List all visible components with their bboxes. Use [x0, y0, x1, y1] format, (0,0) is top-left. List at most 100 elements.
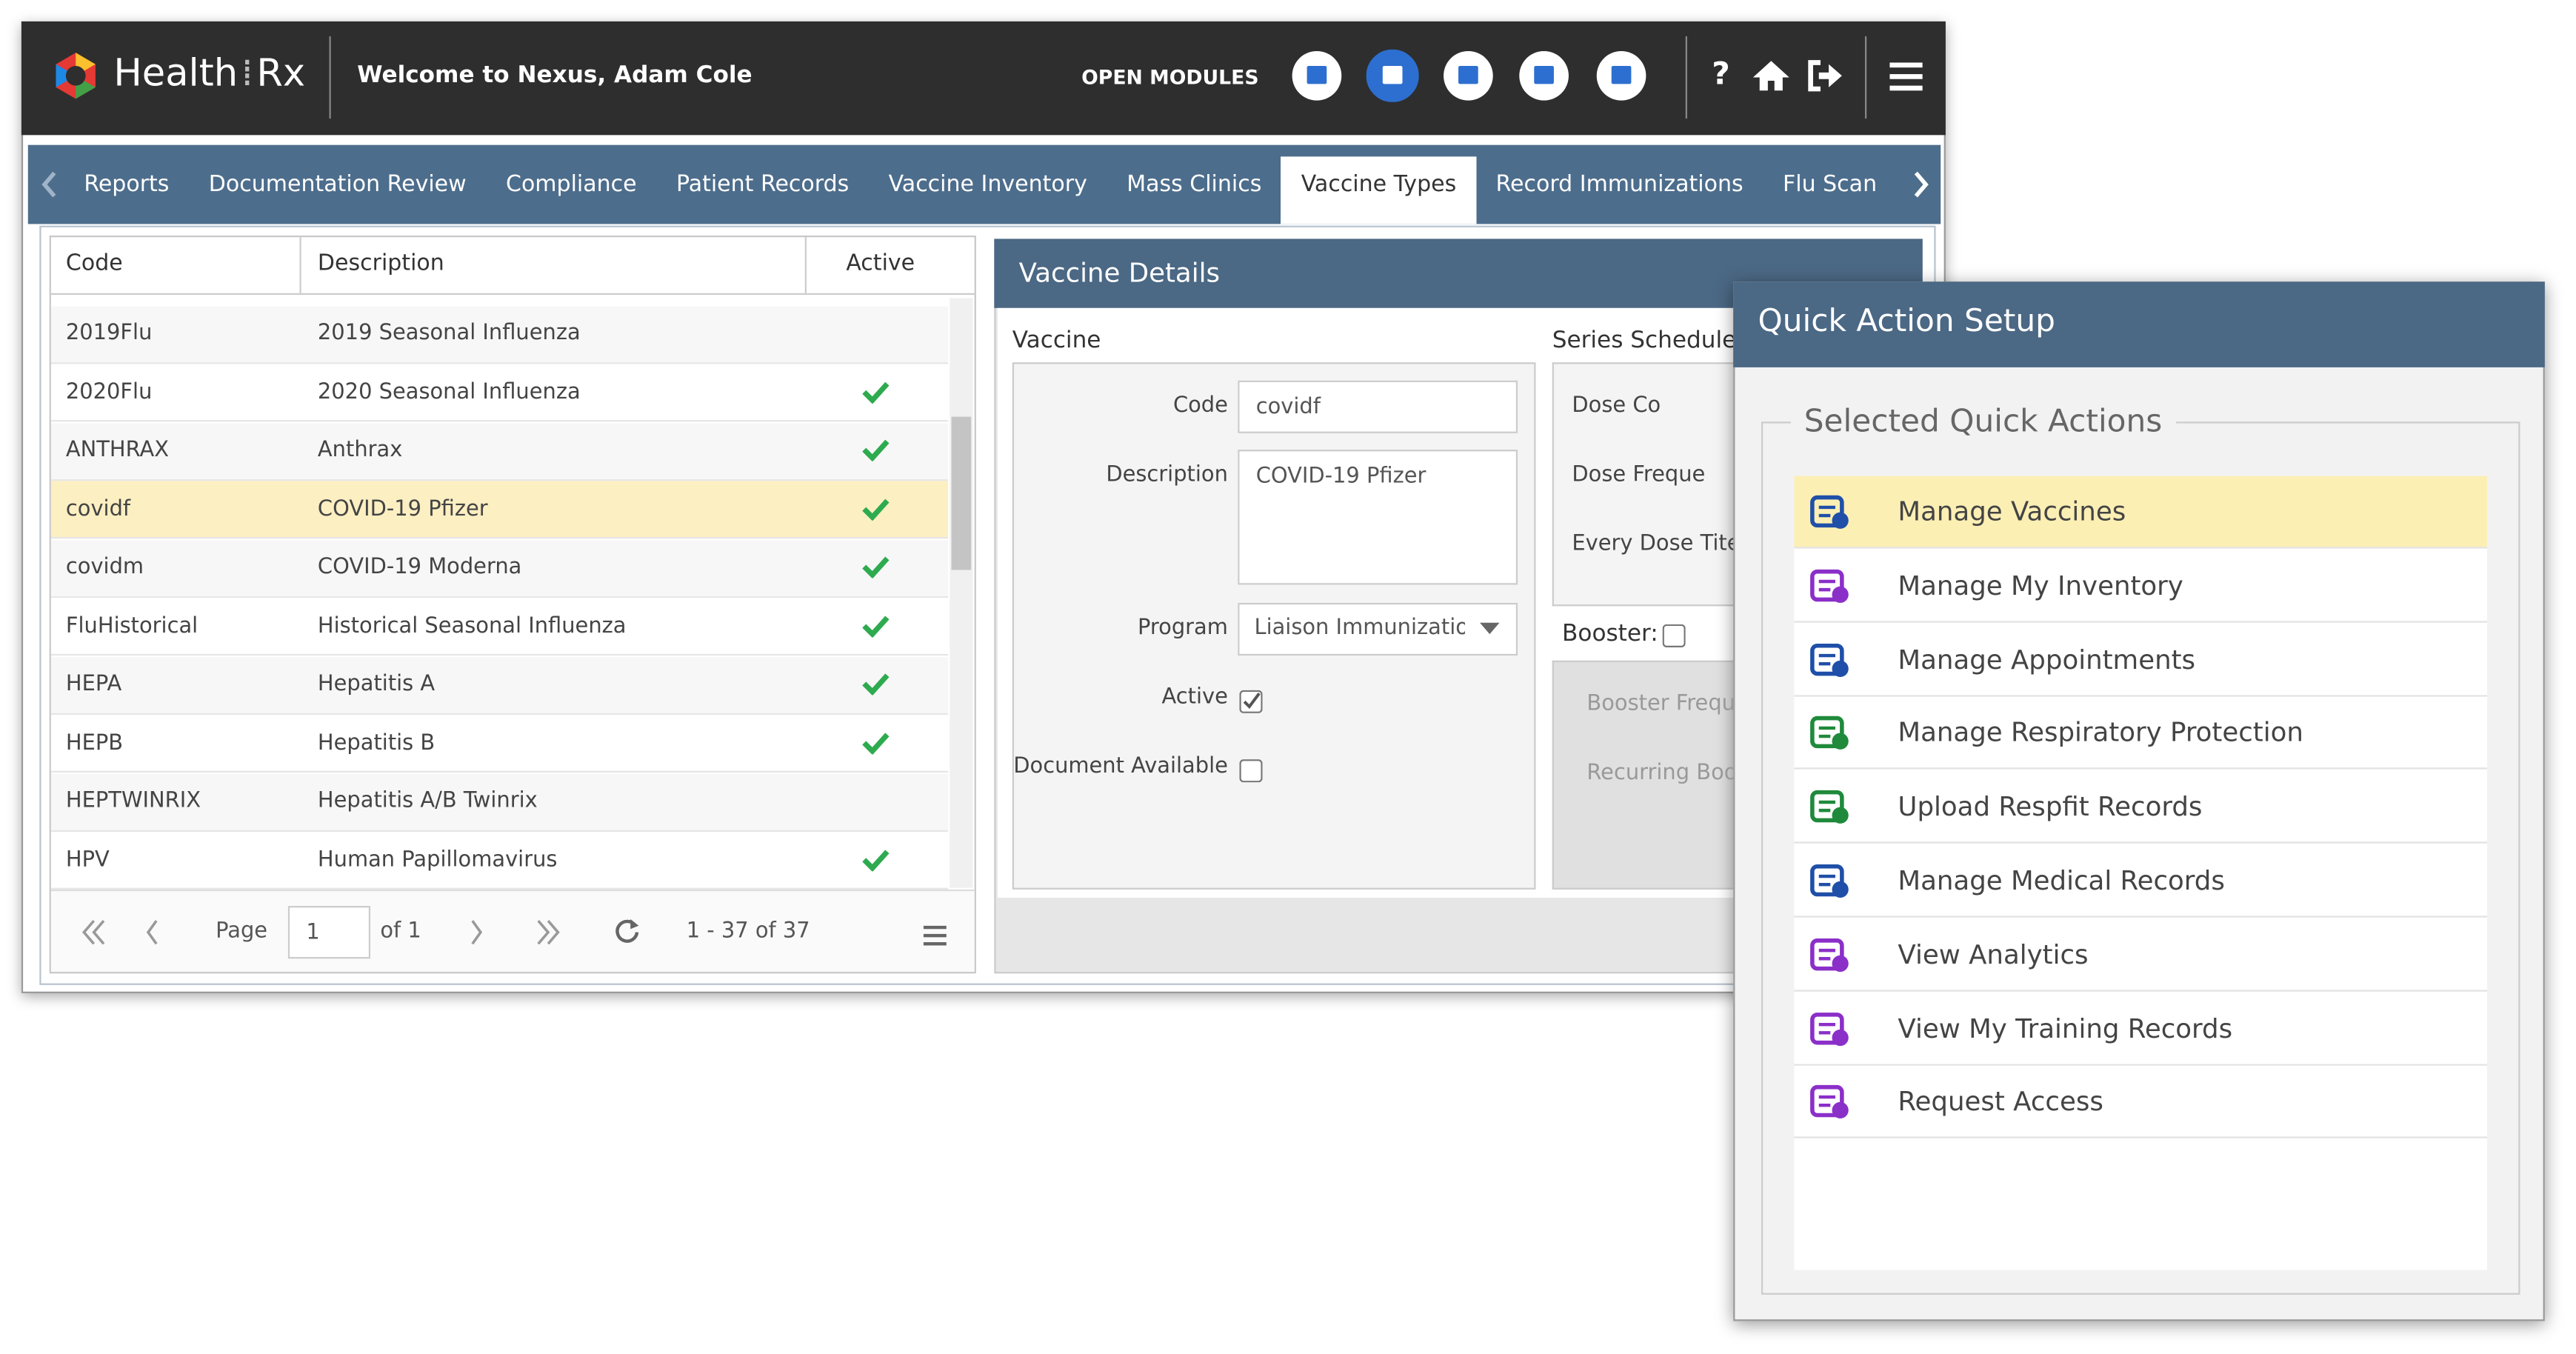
quick-action-icon [1809, 567, 1852, 613]
tab[interactable]: COVID-19 Sc [1897, 156, 1905, 224]
tab[interactable]: Reports [84, 171, 170, 198]
quick-action-item[interactable] [1794, 550, 2488, 623]
header-border [50, 293, 975, 296]
quick-action-item[interactable] [1794, 918, 2488, 992]
page-range: 1 - 37 of 37 [686, 918, 810, 944]
module-button[interactable] [1442, 50, 1495, 109]
module-button[interactable] [1518, 50, 1570, 109]
grid-row[interactable] [50, 305, 949, 364]
quick-action-icon [1809, 1009, 1852, 1055]
module-button[interactable] [1366, 49, 1419, 109]
quick-action-item[interactable] [1794, 993, 2488, 1065]
row-description: Anthrax [317, 438, 403, 463]
scroll-thumb[interactable] [951, 416, 972, 570]
row-description: Historical Seasonal Influenza [317, 613, 627, 638]
program-value: Liaison Immunizatio [1254, 616, 1465, 641]
quick-action-item[interactable] [1794, 771, 2488, 844]
booster-label: Booster: [1562, 621, 1658, 647]
refresh-button[interactable] [614, 918, 641, 950]
grid-row[interactable] [50, 539, 949, 598]
row-code: HEPTWINRIX [65, 789, 201, 814]
quick-action-label: Manage Medical Records [1898, 864, 2225, 896]
quick-action-item[interactable] [1794, 623, 2488, 696]
vaccine-legend: Vaccine [1012, 327, 1101, 355]
tab[interactable]: Documentation Review [208, 171, 467, 198]
tab[interactable]: Patient Records [675, 171, 850, 198]
program-select[interactable] [1238, 602, 1518, 656]
series-label: Dose Freque [1572, 462, 1706, 488]
divider [1685, 36, 1687, 119]
tab[interactable]: Flu Scan [1782, 171, 1878, 198]
page-label: Page [216, 918, 268, 944]
dropdown-arrow [1479, 622, 1500, 635]
grid-row[interactable] [50, 656, 949, 715]
tab-list: Reports Documentation Review Compliance Pat… [64, 156, 1905, 224]
modules-label: OPEN MODULES [1081, 65, 1259, 90]
tab-scroll-left[interactable] [39, 170, 59, 199]
row-code: HEPA [65, 672, 122, 697]
logout-button[interactable] [1807, 59, 1843, 92]
quick-action-title: Quick Action Setup [1758, 303, 2055, 340]
quick-action-group-title: Selected Quick Actions [1790, 403, 2176, 440]
quick-action-item[interactable] [1794, 476, 2488, 549]
description-input[interactable]: COVID-19 Pfizer [1238, 450, 1518, 585]
grid-row[interactable] [50, 364, 949, 422]
quick-action-icon [1809, 1083, 1852, 1129]
row-code: ANTHRAX [65, 438, 170, 463]
grid-row[interactable] [50, 422, 949, 481]
active-check [861, 378, 890, 409]
grid-row[interactable] [50, 832, 949, 890]
module-button[interactable] [1595, 50, 1648, 109]
tab[interactable]: Vaccine Types [1281, 156, 1476, 224]
pager-nav[interactable] [77, 918, 110, 954]
booster-checkbox[interactable] [1662, 623, 1686, 654]
tab[interactable]: Mass Clinics [1127, 171, 1262, 198]
quick-action-item[interactable] [1794, 697, 2488, 770]
help-button[interactable]: ? [1712, 56, 1730, 93]
grid-row[interactable] [50, 481, 949, 539]
code-input[interactable]: covidf [1238, 380, 1518, 433]
quick-action-label: Manage Respiratory Protection [1898, 717, 2303, 749]
quick-action-label: Manage Vaccines [1898, 496, 2126, 527]
series-label: Every Dose Titera [1572, 532, 1733, 557]
tab-scroll-right[interactable] [1911, 170, 1931, 199]
quick-action-item[interactable] [1794, 1066, 2488, 1139]
brand: Health ⁞ Rx [113, 53, 306, 96]
row-description: COVID-19 Moderna [317, 555, 522, 580]
tab[interactable]: Compliance [506, 171, 637, 198]
quick-action-label: Manage Appointments [1898, 643, 2196, 675]
pager-nav[interactable] [141, 918, 174, 954]
pager-nav[interactable] [466, 918, 498, 954]
program-label: Program [1137, 616, 1228, 641]
row-description: Hepatitis B [317, 730, 436, 756]
active-label: Active [1161, 685, 1228, 710]
grid-menu[interactable] [923, 921, 947, 952]
divider [329, 36, 331, 119]
document-label: Document Available [1013, 754, 1228, 779]
grid-row[interactable] [50, 715, 949, 773]
quick-action-label: Upload Respfit Records [1898, 790, 2203, 823]
quick-action-icon [1809, 493, 1852, 538]
document-checkbox[interactable] [1239, 758, 1263, 789]
row-code: 2019Flu [65, 321, 153, 346]
page-input[interactable]: 1 [287, 906, 371, 959]
quick-action-icon [1809, 787, 1852, 833]
quick-action-item[interactable] [1794, 844, 2488, 918]
tab[interactable]: Record Immunizations [1495, 171, 1744, 198]
description-label: Description [1106, 462, 1228, 488]
active-checkbox[interactable] [1239, 689, 1263, 720]
tab[interactable]: Vaccine Inventory [888, 171, 1087, 198]
row-code: HPV [65, 847, 110, 873]
quick-action-icon [1809, 640, 1852, 686]
home-button[interactable] [1752, 59, 1789, 92]
booster-fieldset [1552, 660, 1737, 890]
pager-nav[interactable] [532, 918, 564, 954]
grid-row[interactable] [50, 773, 949, 831]
quick-action-label: Request Access [1898, 1086, 2103, 1118]
module-button[interactable] [1290, 50, 1343, 109]
column-header: Active [846, 250, 915, 277]
scrollbar [950, 298, 973, 888]
row-description: COVID-19 Pfizer [317, 496, 488, 521]
grid-row[interactable] [50, 598, 949, 656]
menu-button[interactable] [1889, 62, 1923, 93]
